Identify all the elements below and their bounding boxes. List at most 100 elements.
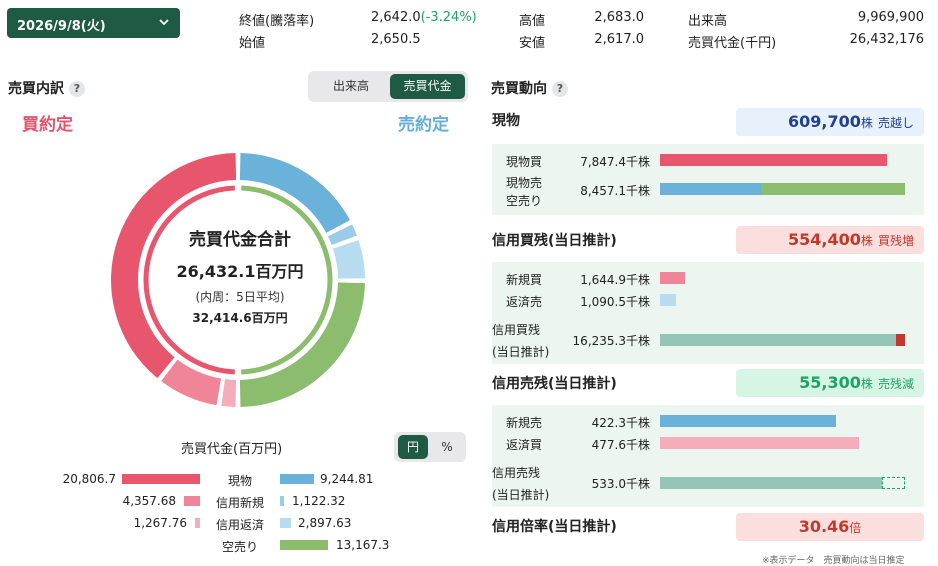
repay-buy-bar <box>660 437 859 449</box>
legend-sell-bar <box>280 496 284 506</box>
unit-percent[interactable]: % <box>441 440 453 454</box>
help-icon[interactable]: ? <box>69 81 85 97</box>
row-label-2: (当日推計) <box>492 488 550 502</box>
volume-value: 9,969,900 <box>857 10 924 25</box>
new-buy-bar <box>660 272 685 284</box>
close-value: 2,642.0(-3.24%) <box>371 10 477 25</box>
row-label-2: (当日推計) <box>492 345 550 359</box>
row-label: 新規買 <box>506 273 543 287</box>
legend-buy-bar <box>195 518 200 528</box>
margin-buy-panel <box>492 262 924 364</box>
legend-buy-value: 20,806.7 <box>62 472 116 486</box>
donut-slice-buy <box>110 153 237 379</box>
margin-ratio-title: 信用倍率(当日推計) <box>492 519 617 535</box>
legend-sell-bar <box>280 518 291 528</box>
new-sell-bar <box>660 415 836 427</box>
donut-center-title: 売買代金合計 <box>189 230 291 250</box>
open-value: 2,650.5 <box>371 32 421 47</box>
legend-buy-value: 4,357.68 <box>122 494 176 508</box>
unit-label: 売買代金(百万円) <box>181 442 283 457</box>
row-label: 現物買 <box>506 155 543 169</box>
row-value: 16,235.3千株 <box>572 334 650 348</box>
spot-buy-bar <box>660 154 887 166</box>
legend-sell-value: 13,167.3 <box>336 538 390 552</box>
legend-category: 信用返済 <box>215 518 264 532</box>
donut-slice-sell <box>332 240 365 279</box>
repay-sell-bar <box>660 294 676 306</box>
row-label: 現物売 <box>506 176 543 190</box>
row-label: 返済売 <box>506 295 543 309</box>
breakdown-title: 売買内訳? <box>8 78 85 98</box>
margin-buy-balance-bar <box>660 334 896 346</box>
low-value: 2,617.0 <box>594 32 644 47</box>
legend-buy-bar <box>184 496 200 506</box>
tab-volume[interactable]: 出来高 <box>332 79 369 93</box>
help-icon[interactable]: ? <box>552 81 568 97</box>
donut-slice-sell <box>239 153 350 233</box>
margin-sell-balance-bar <box>660 477 882 489</box>
spot-title: 現物 <box>492 113 520 129</box>
row-label: 新規売 <box>506 416 543 430</box>
spot-sell-bar <box>660 183 761 195</box>
donut-slice-sell <box>239 282 365 407</box>
margin-sell-title: 信用売残(当日推計) <box>492 376 617 392</box>
date-value: 2026/9/8(火) <box>17 19 106 34</box>
donut-center-total: 26,432.1百万円 <box>176 262 304 281</box>
turnover-label: 売買代金(千円) <box>688 36 777 51</box>
row-value: 1,090.5千株 <box>580 295 650 309</box>
unit-yen[interactable]: 円 <box>398 435 428 459</box>
volume-label: 出来高 <box>688 14 728 29</box>
legend-buy-value: 1,267.76 <box>133 516 187 530</box>
margin-ratio-badge: 30.46倍 <box>736 513 924 541</box>
chevron-down-icon <box>159 19 169 26</box>
row-value: 477.6千株 <box>591 438 650 452</box>
donut-slice-buy <box>161 359 222 406</box>
row-value: 422.3千株 <box>591 416 650 430</box>
close-label: 終値(騰落率) <box>239 14 315 29</box>
legend-category: 現物 <box>227 474 252 488</box>
sell-label: 売約定 <box>398 115 449 135</box>
donut-center-sub: (内周：5日平均) <box>195 290 285 304</box>
row-label: 信用買残 <box>492 323 541 337</box>
donut-center: 売買代金合計 26,432.1百万円 (内周：5日平均) 32,414.6百万円 <box>150 225 330 326</box>
turnover-donut-chart <box>110 153 365 407</box>
row-label: 信用売残 <box>492 466 541 480</box>
donut-slice-buy <box>221 379 237 407</box>
unit-toggle: 円 % <box>394 432 466 462</box>
row-value: 8,457.1千株 <box>580 184 650 198</box>
tab-turnover[interactable]: 売買代金 <box>390 74 465 99</box>
spot-short-bar <box>761 183 905 195</box>
margin-buy-increase-bar <box>896 334 905 346</box>
low-label: 安値 <box>519 36 546 51</box>
legend-category: 空売り <box>221 540 258 554</box>
legend-sell-value: 2,897.63 <box>298 516 352 530</box>
close-change: (-3.24%) <box>420 10 477 25</box>
buy-label: 買約定 <box>22 115 73 135</box>
trend-title: 売買動向? <box>491 78 568 98</box>
legend-sell-value: 1,122.32 <box>292 494 346 508</box>
row-value: 1,644.9千株 <box>580 273 650 287</box>
donut-slice-sell <box>327 224 357 245</box>
inner-ring-sell <box>241 185 333 375</box>
breakdown-tab-toggle: 出来高 売買代金 <box>308 71 468 102</box>
legend-buy-bar <box>122 474 200 484</box>
high-value: 2,683.0 <box>594 10 644 25</box>
turnover-value: 26,432,176 <box>849 32 924 47</box>
high-label: 高値 <box>519 14 546 29</box>
row-label: 返済買 <box>506 438 543 452</box>
date-select[interactable]: 2026/9/8(火) <box>7 8 180 38</box>
legend-sell-bar <box>280 540 328 550</box>
margin-sell-badge: 55,300株 売残減 <box>736 369 924 397</box>
legend-category: 信用新規 <box>215 496 264 510</box>
legend-sell-value: 9,244.81 <box>320 472 374 486</box>
spot-badge: 609,700株 売越し <box>736 108 924 136</box>
margin-sell-decrease-bar <box>882 477 905 489</box>
row-label-2: 空売り <box>506 194 543 208</box>
legend-sell-bar <box>280 474 314 484</box>
open-label: 始値 <box>239 36 266 51</box>
margin-buy-badge: 554,400株 買残増 <box>736 226 924 254</box>
margin-buy-title: 信用買残(当日推計) <box>492 233 617 249</box>
inner-ring-buy <box>143 185 235 375</box>
row-value: 533.0千株 <box>591 477 650 491</box>
donut-center-avg: 32,414.6百万円 <box>192 311 288 325</box>
